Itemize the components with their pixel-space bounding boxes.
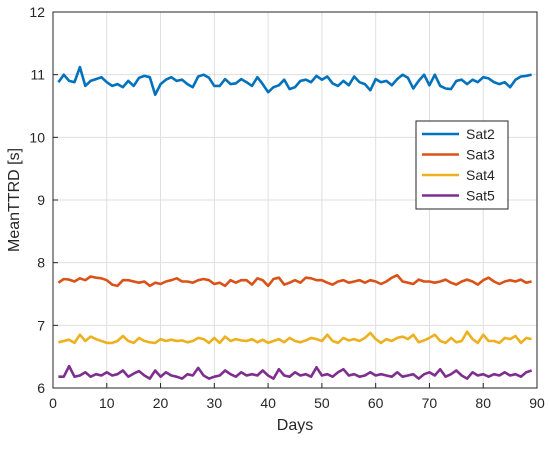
x-tick-label: 40 — [260, 395, 276, 411]
series-line-sat2 — [57, 65, 532, 96]
legend-label: Sat4 — [466, 167, 495, 183]
series-line-sat5 — [58, 364, 533, 380]
y-tick-label: 11 — [30, 67, 45, 83]
series-line-sat3 — [57, 273, 532, 288]
y-tick-label: 6 — [37, 380, 45, 396]
y-tick-label: 10 — [29, 129, 45, 145]
y-tick-label: 8 — [37, 255, 45, 271]
legend-label: Sat3 — [466, 147, 495, 163]
y-tick-label: 7 — [37, 317, 45, 333]
series-layer — [57, 65, 533, 380]
ticks: 0 10 20 30 40 50 60 70 80 90 6 7 8 9 10 11 12 — [29, 4, 545, 411]
series-line-sat4 — [58, 330, 532, 345]
x-tick-label: 50 — [314, 395, 330, 411]
x-tick-label: 90 — [529, 395, 545, 411]
legend: Sat2 Sat3 Sat4 Sat5 — [415, 120, 509, 210]
x-tick-label: 30 — [207, 395, 223, 411]
x-tick-label: 20 — [153, 395, 169, 411]
x-tick-label: 0 — [49, 395, 57, 411]
y-tick-label: 9 — [37, 192, 45, 208]
y-tick-label: 12 — [29, 4, 45, 20]
legend-label: Sat2 — [466, 126, 495, 142]
x-tick-label: 80 — [475, 395, 491, 411]
x-tick-label: 60 — [368, 395, 384, 411]
y-axis-label: MeanTTRD [s] — [6, 148, 23, 252]
x-tick-label: 70 — [422, 395, 438, 411]
x-axis-label: Days — [277, 417, 313, 434]
x-tick-label: 10 — [99, 395, 115, 411]
legend-label: Sat5 — [466, 188, 495, 204]
